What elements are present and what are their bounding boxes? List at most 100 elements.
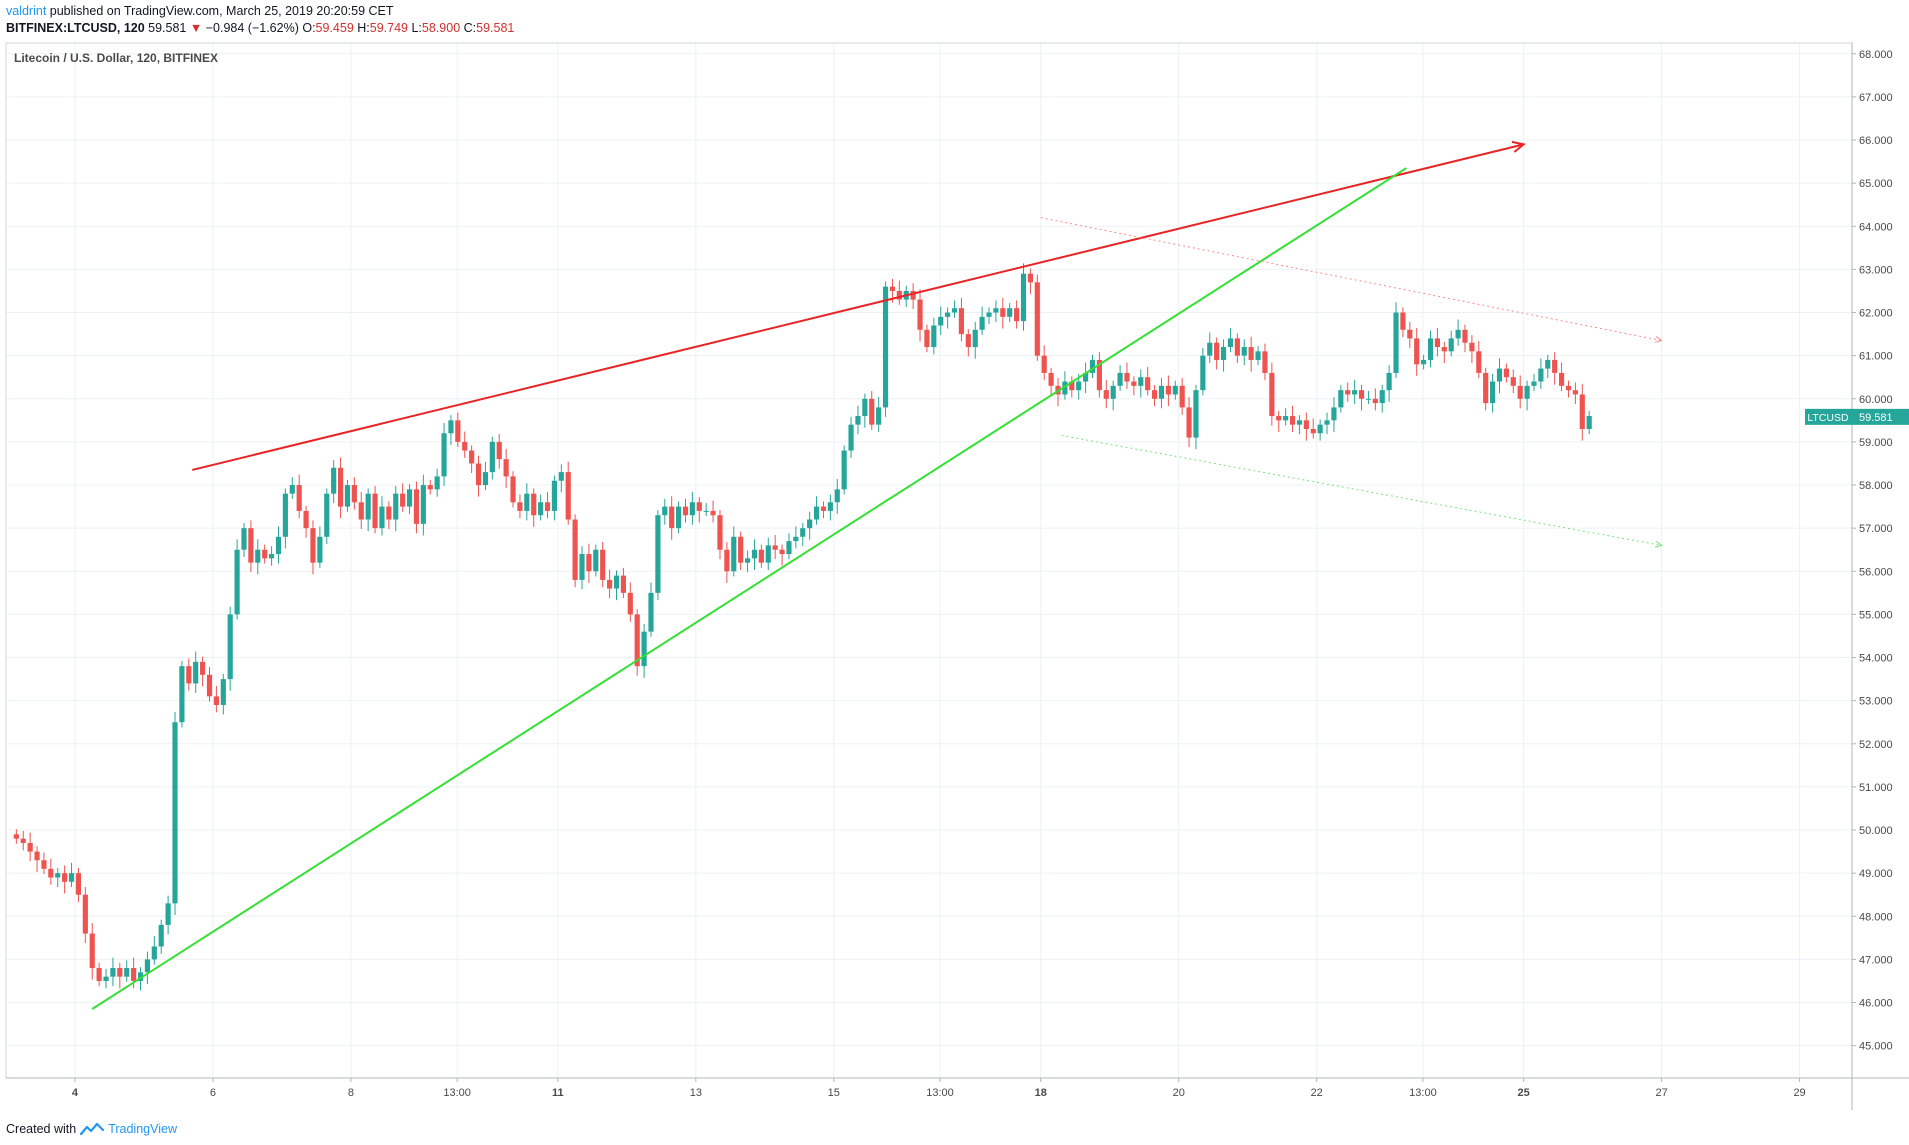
candle-body [765, 545, 771, 563]
candle-body [696, 502, 702, 511]
candle-body [1076, 381, 1082, 391]
candle-body [993, 308, 999, 313]
candle-body [1158, 385, 1165, 399]
candle-body [1220, 347, 1227, 360]
y-tick-label: 63.000 [1859, 264, 1893, 276]
candle-body [1345, 390, 1351, 395]
candle-body [1255, 351, 1261, 360]
x-tick-label: 8 [348, 1087, 354, 1099]
candle-body [1545, 359, 1551, 369]
chart-grid [6, 43, 1852, 1078]
candle-body [1586, 416, 1592, 429]
y-tick-label: 56.000 [1859, 566, 1893, 578]
candle-body [586, 554, 592, 572]
candle-body [703, 510, 709, 512]
candle-body [413, 489, 420, 524]
candle-body [551, 480, 558, 511]
candle-body [1400, 312, 1406, 330]
candle-body [255, 549, 261, 563]
candle-body [193, 661, 199, 684]
candle-body [1165, 385, 1171, 395]
tradingview-brand-link[interactable]: TradingView [108, 1122, 177, 1136]
candle-body [772, 545, 778, 550]
candle-body [641, 631, 647, 667]
candle-body [1303, 420, 1309, 429]
trend-line-resistance [192, 143, 1524, 471]
candle-body [427, 485, 433, 490]
y-tick-label: 49.000 [1859, 868, 1893, 880]
candle-body [1241, 347, 1247, 356]
candle-body [613, 575, 620, 589]
candle-body [1552, 359, 1558, 373]
candle-body [820, 506, 827, 511]
trend-line-channel-top [1040, 217, 1662, 342]
candle-body [710, 510, 716, 516]
arrow-head-icon [1654, 335, 1663, 343]
x-tick-label: 20 [1173, 1087, 1185, 1099]
y-tick-label: 48.000 [1859, 911, 1893, 923]
candle-body [1083, 372, 1089, 382]
arrow-head-icon [1654, 540, 1663, 548]
candle-body [1034, 282, 1040, 356]
x-tick-label: 22 [1311, 1087, 1323, 1099]
candle-body [1151, 390, 1158, 399]
candle-body [1131, 381, 1137, 386]
candle-body [1110, 385, 1116, 399]
candle-body [310, 528, 316, 563]
last-price-tag: LTCUSD 59.581 [1805, 408, 1909, 425]
x-tick-label: 18 [1035, 1087, 1047, 1099]
ohlc-low: L:58.900 [411, 21, 461, 35]
candle-body [1393, 312, 1399, 373]
trend-lines [91, 140, 1663, 1010]
candle-body [1434, 338, 1440, 348]
candle-body [462, 441, 468, 451]
candle-body [869, 398, 875, 425]
tradingview-logo-icon [80, 1122, 105, 1136]
candle-body [807, 519, 813, 529]
candle-body [634, 614, 640, 667]
plot-frame [5, 42, 1853, 1079]
candle-body [441, 433, 447, 477]
candle-body [1558, 372, 1565, 386]
candle-body [1538, 368, 1544, 382]
created-with: Created with TradingView [6, 1122, 177, 1136]
y-tick-label: 51.000 [1859, 782, 1893, 794]
y-tick-label: 52.000 [1859, 739, 1893, 751]
candle-body [627, 592, 633, 615]
author-link[interactable]: valdrint [6, 4, 47, 18]
candle-body [965, 334, 971, 348]
candle-body [34, 851, 40, 861]
candle-body [751, 549, 758, 559]
x-tick-label: 13:00 [926, 1087, 954, 1099]
candle-body [1296, 420, 1303, 425]
candle-body [82, 894, 88, 934]
candle-body [738, 536, 744, 563]
candle-body [986, 312, 992, 317]
candle-body [1531, 381, 1537, 386]
candle-body [1524, 385, 1530, 399]
time-axis: 4 6 8 13:00 11 13 15 13:00 18 20 22 13:00 25 27 29 [72, 1078, 1806, 1099]
chart-header: valdrint published on TradingView.com, M… [0, 0, 1909, 40]
candle-body [862, 398, 868, 417]
x-tick-label: 13 [690, 1087, 702, 1099]
candle-body [448, 420, 454, 434]
candle-body [1414, 338, 1420, 365]
publish-info: valdrint published on TradingView.com, M… [6, 4, 394, 18]
candle-body [365, 493, 371, 520]
candle-body [1214, 342, 1220, 360]
candle-body [1276, 416, 1282, 421]
candle-body [275, 536, 282, 555]
candle-body [1490, 381, 1496, 404]
candle-body [1289, 416, 1296, 425]
candle-body [876, 407, 882, 425]
candle-body [1269, 372, 1275, 417]
candle-body [1441, 347, 1447, 352]
candle-body [68, 873, 75, 882]
candle-body [676, 506, 682, 529]
candle-body [1283, 416, 1289, 421]
candle-body [1138, 377, 1144, 386]
candle-body [882, 286, 889, 408]
candle-body [151, 946, 157, 960]
candle-body [924, 329, 930, 348]
